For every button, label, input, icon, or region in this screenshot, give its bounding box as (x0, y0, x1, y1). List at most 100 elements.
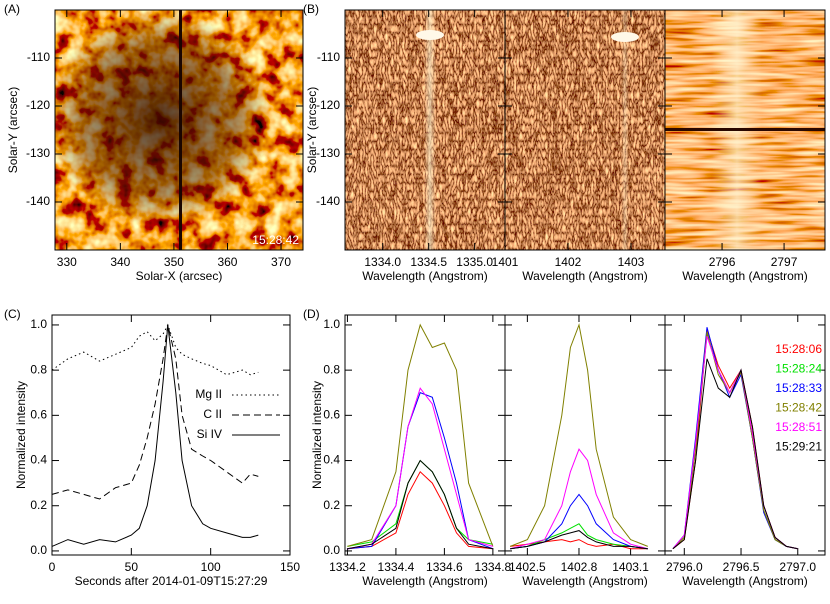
x-tick-label: 360 (217, 255, 237, 269)
y-tick-label: -110 (317, 50, 340, 64)
profile-line (510, 448, 648, 550)
y-axis-label: Solar-Y (arcsec) (6, 87, 20, 173)
profile-line (347, 459, 493, 547)
y-tick-label: 1.0 (323, 317, 340, 331)
profile-line (510, 539, 648, 550)
legend-label: 15:28:51 (775, 420, 822, 434)
panel-label: (A) (4, 2, 20, 16)
y-tick-label: -120 (316, 98, 340, 112)
y-tick-label: -120 (26, 98, 50, 112)
legend-label: 15:28:33 (775, 381, 822, 395)
y-tick-label: -130 (316, 146, 340, 160)
plot-frame (504, 314, 666, 556)
series-line (51, 324, 259, 547)
x-tick-label: 1334.2 (329, 560, 366, 574)
y-tick-label: 0.0 (30, 543, 47, 557)
x-tick-label: 0 (49, 560, 56, 574)
y-tick-label: -140 (316, 194, 340, 208)
x-axis-label: Wavelength (Angstrom) (522, 269, 648, 283)
emission-line (621, 10, 629, 250)
profile-line (510, 493, 648, 550)
x-axis-label: Solar-X (arcsec) (136, 269, 223, 283)
dark-band (665, 128, 825, 131)
profile-line (672, 358, 798, 550)
y-tick-label: 0.6 (30, 408, 47, 422)
plot-frame (664, 314, 826, 556)
y-axis-label: Normalized intensity (310, 381, 324, 489)
profile-line (510, 523, 648, 550)
panel-label: (C) (4, 307, 21, 321)
x-axis-label: Wavelength (Angstrom) (362, 574, 488, 588)
panel-label: (B) (303, 2, 319, 16)
profile-line (347, 459, 493, 550)
y-tick-label: 0.4 (30, 453, 47, 467)
x-tick-label: 50 (125, 560, 139, 574)
y-tick-label: 0.6 (323, 408, 340, 422)
x-tick-label: 2796.0 (666, 560, 703, 574)
plot-frame (344, 314, 506, 556)
x-axis-label: Wavelength (Angstrom) (682, 574, 808, 588)
x-tick-label: 1334.5 (410, 255, 447, 269)
y-tick-label: 0.8 (323, 362, 340, 376)
y-tick-label: 0.2 (323, 498, 340, 512)
series-line (51, 323, 259, 376)
spectral-image (505, 10, 665, 250)
x-tick-label: 1402.8 (561, 560, 598, 574)
x-tick-label: 370 (271, 255, 291, 269)
x-tick-label: 2797.0 (779, 560, 816, 574)
x-tick-label: 340 (110, 255, 130, 269)
plots: 15:28:42 330 340 350 360 370 -110 -120 -130 -140 S… (4, 2, 826, 588)
x-tick-label: 150 (280, 560, 300, 574)
x-tick-label: 1402.5 (509, 560, 546, 574)
legend-label: 15:28:42 (775, 401, 822, 415)
panel-label: (D) (303, 307, 320, 321)
legend-label: C II (203, 407, 222, 421)
legend-label: 15:28:24 (775, 362, 822, 376)
x-tick-label: 1403.1 (612, 560, 649, 574)
legend-label: 15:29:21 (775, 440, 822, 454)
x-tick-label: 1402 (555, 255, 582, 269)
timestamp: 15:28:42 (252, 233, 299, 247)
slit (179, 10, 182, 250)
legend-label: Si IV (197, 427, 222, 441)
plot-frame (664, 9, 826, 251)
y-tick-label: 0.2 (30, 498, 47, 512)
y-axis-label: Normalized intensity (14, 381, 28, 489)
y-tick-label: 0.8 (30, 362, 47, 376)
y-axis-label: Solar-Y (arcsec) (305, 87, 319, 173)
x-axis-label: Wavelength (Angstrom) (682, 269, 808, 283)
bright-spot (611, 32, 639, 42)
y-tick-label: -140 (26, 194, 50, 208)
bright-spot (416, 30, 444, 40)
x-tick-label: 1334.4 (378, 560, 415, 574)
x-axis-label: Wavelength (Angstrom) (522, 574, 648, 588)
profile-line (347, 387, 494, 550)
y-tick-label: 0.0 (323, 543, 340, 557)
x-tick-label: 1334.0 (364, 255, 401, 269)
emission-line (424, 10, 436, 250)
legend-label: 15:28:06 (775, 342, 822, 356)
x-tick-label: 350 (164, 255, 184, 269)
profile-line (347, 392, 494, 550)
y-tick-label: -130 (26, 146, 50, 160)
x-axis-label: Wavelength (Angstrom) (362, 269, 488, 283)
profile-line (347, 470, 493, 550)
x-tick-label: 2796 (709, 255, 736, 269)
plot-frame (51, 314, 291, 556)
x-tick-label: 100 (201, 560, 221, 574)
x-tick-label: 330 (57, 255, 77, 269)
x-tick-label: 1334.8 (475, 560, 512, 574)
y-tick-label: -110 (27, 50, 50, 64)
profile-line (347, 323, 494, 547)
profile-line (510, 530, 648, 550)
x-tick-label: 1334.6 (426, 560, 463, 574)
profile-line (672, 327, 798, 550)
y-tick-label: 1.0 (30, 317, 47, 331)
x-tick-label: 2797 (771, 255, 798, 269)
x-tick-label: 2796.5 (723, 560, 760, 574)
plot-frame (54, 9, 304, 251)
x-tick-label: 1403 (618, 255, 645, 269)
profile-line (510, 323, 648, 547)
x-tick-label: 1335.0 (456, 255, 493, 269)
